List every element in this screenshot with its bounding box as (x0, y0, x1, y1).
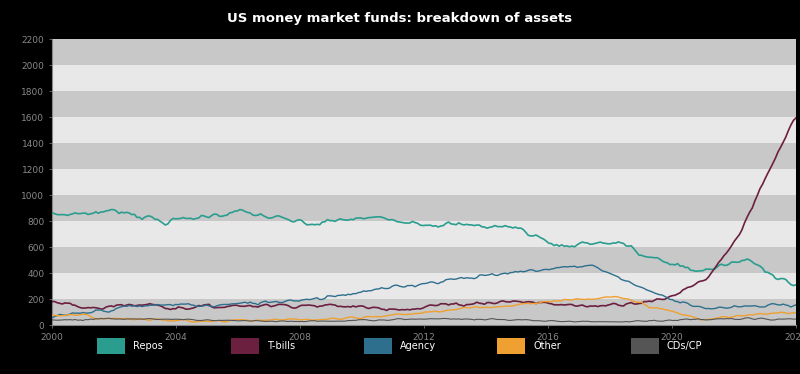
Bar (52, 299, 796, 325)
Text: CDs/CP: CDs/CP (666, 341, 702, 351)
Bar (52, 143, 796, 169)
Bar (52, 195, 796, 221)
Text: US money market funds: breakdown of assets: US money market funds: breakdown of asse… (227, 12, 573, 25)
Bar (52, 117, 796, 143)
Text: T-bills: T-bills (266, 341, 294, 351)
Bar (52, 39, 796, 65)
FancyBboxPatch shape (498, 338, 526, 353)
Bar (52, 169, 796, 195)
Bar (52, 91, 796, 117)
FancyBboxPatch shape (630, 338, 658, 353)
Bar (52, 221, 796, 247)
Text: Agency: Agency (400, 341, 436, 351)
Bar (52, 273, 796, 299)
Text: Other: Other (534, 341, 561, 351)
FancyBboxPatch shape (98, 338, 126, 353)
FancyBboxPatch shape (364, 338, 392, 353)
FancyBboxPatch shape (230, 338, 258, 353)
Text: Repos: Repos (134, 341, 163, 351)
Bar (52, 247, 796, 273)
Bar (52, 65, 796, 91)
